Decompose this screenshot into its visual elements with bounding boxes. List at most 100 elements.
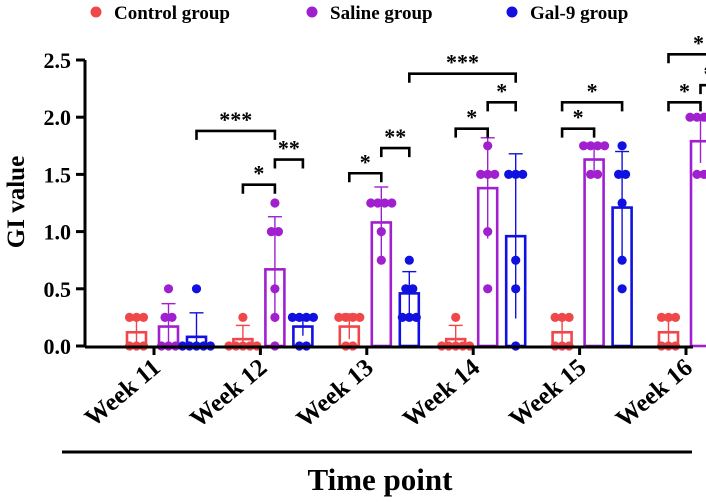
point-1-2-6: [163, 284, 174, 294]
point-2-3-3: [294, 312, 304, 322]
sig-label-4: *: [360, 149, 371, 174]
legend-label-2: Saline group: [330, 3, 433, 24]
point-5-1-5: [557, 312, 567, 322]
point-2-2-6: [270, 198, 280, 208]
point-4-3-5: [511, 169, 521, 179]
sig-bracket-11: [667, 101, 702, 112]
sig-bracket-7: [454, 127, 489, 138]
point-4-3-6: [518, 169, 528, 179]
point-5-1-6: [564, 312, 574, 322]
point-4-3-4: [504, 169, 514, 179]
legend-marker-2: [306, 6, 318, 18]
point-2-3-5: [308, 312, 318, 322]
point-2-2-5: [273, 227, 283, 237]
point-3-1-3: [348, 312, 358, 322]
x-axis-label: Time point: [308, 462, 454, 497]
point-6-1-5: [663, 312, 674, 322]
x-tick-label-1: Week 11: [80, 354, 166, 432]
x-tick-label-2: Week 12: [185, 354, 272, 433]
sig-label-11: *: [679, 78, 690, 103]
legend-marker-1: [90, 6, 102, 18]
point-4-2-5: [490, 169, 500, 179]
point-3-3-6: [404, 255, 414, 265]
point-5-2-4: [586, 141, 596, 151]
point-2-3-2: [287, 312, 297, 322]
point-3-2-5: [380, 198, 390, 208]
point-5-3-4: [614, 169, 624, 179]
point-3-3-4: [401, 284, 411, 294]
y-tick-label-4: 2.0: [44, 105, 72, 130]
x-tick-label-4: Week 14: [398, 354, 485, 433]
legend-marker-3: [506, 6, 518, 18]
point-2-2-4: [266, 227, 276, 237]
point-5-3-3: [617, 198, 627, 208]
y-tick-label-2: 1.0: [44, 220, 72, 245]
point-4-2-1: [483, 284, 493, 294]
x-axis: Week 11 Week 12 Week 13 Week 14 Week 15 Week …: [62, 345, 698, 454]
sig-bracket-6: [408, 72, 517, 83]
point-5-1-4: [550, 312, 560, 322]
point-6-2-4: [692, 112, 702, 122]
y-tick-label-0: 0.0: [44, 334, 72, 359]
sig-label-12: **: [704, 61, 706, 86]
point-1-2-4: [160, 312, 170, 322]
point-5-2-6: [600, 141, 610, 151]
legend-label-1: Control group: [114, 3, 230, 24]
point-4-1-6: [451, 312, 461, 322]
point-4-2-6: [483, 141, 493, 151]
point-2-2-3: [270, 284, 280, 294]
sig-label-10: *: [587, 78, 598, 103]
y-tick-label-5: 2.5: [44, 48, 72, 73]
point-5-2-3: [579, 141, 589, 151]
y-axis-label: GI value: [3, 156, 30, 248]
point-4-2-2: [483, 227, 493, 237]
significance-layer: ********************: [195, 30, 706, 194]
point-3-2-3: [366, 198, 376, 208]
point-6-2-1: [692, 169, 702, 179]
sig-bracket-12: [699, 83, 706, 95]
sig-bracket-5: [380, 146, 411, 158]
point-1-1-4: [124, 312, 135, 322]
sig-bracket-2: [241, 183, 277, 194]
point-5-3-6: [617, 141, 627, 151]
sig-bracket-10: [560, 101, 624, 112]
sig-bracket-13: [667, 52, 706, 64]
legend: Control group Saline group Gal-9 group: [90, 3, 628, 24]
point-3-3-3: [411, 312, 421, 322]
sig-bracket-4: [348, 171, 383, 183]
point-3-3-5: [408, 284, 418, 294]
sig-label-1: ***: [219, 107, 252, 132]
bars-layer: [124, 112, 706, 351]
point-6-2-3: [685, 112, 695, 122]
y-axis: 0.0 0.5 1.0 1.5 2.0 2.5: [44, 48, 87, 359]
sig-label-7: *: [466, 105, 477, 130]
point-1-1-5: [131, 312, 142, 322]
x-tick-label-3: Week 13: [292, 354, 379, 433]
sig-label-9: *: [573, 105, 584, 130]
point-3-1-4: [355, 312, 365, 322]
point-3-3-1: [397, 312, 407, 322]
sig-bracket-9: [560, 127, 596, 138]
point-3-2-6: [387, 198, 397, 208]
point-5-2-2: [593, 169, 603, 179]
sig-label-5: **: [384, 124, 406, 149]
point-4-2-4: [483, 169, 493, 179]
y-tick-label-1: 0.5: [44, 277, 72, 302]
point-5-2-5: [593, 141, 603, 151]
sig-label-3: **: [278, 136, 300, 161]
point-2-3-4: [301, 312, 311, 322]
point-3-3-2: [404, 312, 414, 322]
sig-label-8: *: [496, 78, 507, 103]
sig-label-6: ***: [446, 50, 479, 75]
y-tick-label-3: 1.5: [44, 162, 72, 187]
point-6-1-4: [656, 312, 667, 322]
x-tick-label-6: Week 16: [611, 354, 698, 433]
x-tick-label-5: Week 15: [504, 354, 591, 433]
point-6-2-5: [699, 112, 706, 122]
sig-bracket-8: [486, 101, 517, 112]
point-6-1-6: [670, 312, 681, 322]
point-4-2-3: [476, 169, 486, 179]
sig-label-13: *: [693, 30, 704, 55]
sig-bracket-1: [195, 129, 277, 140]
